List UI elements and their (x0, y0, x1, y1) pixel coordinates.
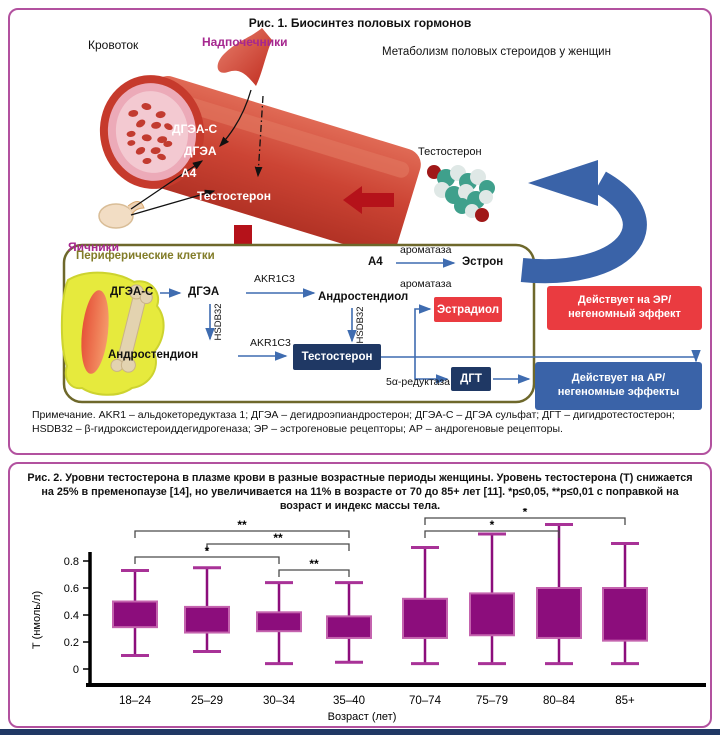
x-tick-label: 35–40 (333, 695, 365, 707)
y-tick-label: 0.4 (64, 610, 79, 622)
significance-bracket (424, 517, 626, 525)
er-action-box: Действует на ЭР/негеномный эффект (547, 286, 702, 330)
blood-vessel-illustration (99, 75, 421, 256)
x-tick-label: 70–74 (409, 695, 442, 707)
testosterone-chip: Тестостерон (293, 344, 381, 370)
significance-label: * (205, 544, 210, 558)
red-left-arrow (343, 186, 394, 214)
box-25–29 (184, 605, 230, 634)
hsdb32-label-2: HSDB32 (355, 307, 366, 344)
bloodflow-label: Кровоток (88, 38, 139, 52)
dht-chip: ДГТ (451, 367, 491, 391)
blood-cells (126, 103, 173, 165)
vessel-testosterone-label: Тестостерон (197, 189, 271, 203)
x-tick-label: 30–34 (263, 695, 296, 707)
dhea-node: ДГЭА (188, 286, 220, 298)
significance-label: ** (237, 518, 247, 532)
aromatase-label-1: ароматаза (400, 244, 452, 256)
vessel-opening (99, 75, 205, 189)
significance-label: ** (273, 531, 283, 545)
y-tick-label: 0.6 (64, 583, 79, 595)
testosterone-boxplot-chart: 0 0.2 0.4 0.6 0.8 Т (нмоль/л) 18–24 25–29 30–34 3… (31, 508, 706, 723)
box-80–84 (536, 587, 582, 639)
pathway-arrows (160, 258, 701, 384)
significance-bracket (278, 569, 350, 577)
akr1c3-label-2: AKR1C3 (250, 337, 291, 349)
x-tick-label: 18–24 (119, 695, 152, 707)
significance-label: ** (309, 557, 319, 571)
y-tick-label: 0.8 (64, 556, 79, 568)
figure1-title: Рис. 1. Биосинтез половых гормонов (248, 16, 472, 30)
androstenedione-node: Андростендион (108, 349, 199, 361)
ovaries-label: Яичники (68, 240, 119, 254)
significance-bracket (206, 543, 350, 551)
estrone-node: Эстрон (462, 256, 504, 268)
peripheral-cells-title: Периферические клетки (76, 250, 215, 262)
box-75–79 (469, 592, 515, 637)
vessel-dheas-label: ДГЭА-С (172, 122, 218, 136)
secretion-arrows (130, 89, 264, 216)
molecule-label: Тестостерон (418, 146, 482, 158)
bottom-blue-bar (0, 729, 720, 735)
reductase-label: 5α-редуктаза (386, 376, 451, 388)
vessel-dhea-label: ДГЭА (184, 144, 217, 158)
figure2-caption: Рис. 2. Уровни тестостерона в плазме кро… (27, 472, 693, 513)
metabolism-label: Метаболизм половых стероидов у женщин (382, 46, 611, 58)
ar-action-box: Действует на АР/негеномные эффекты (535, 362, 702, 410)
box-30–34 (256, 611, 302, 633)
x-tick-label: 85+ (615, 695, 635, 707)
figure1-note: Примечание. AKR1 – альдокеторедуктаза 1;… (32, 409, 675, 436)
androstenediol-node: Андростендиол (318, 291, 409, 303)
significance-bracket (424, 530, 560, 538)
muscle-bone-icon (60, 271, 165, 396)
estradiol-chip: Эстрадиол (434, 297, 502, 322)
ovary-icon (98, 201, 145, 229)
x-axis-title: Возраст (лет) (328, 711, 397, 723)
box-85+ (602, 587, 648, 642)
x-tick-label: 80–84 (543, 695, 576, 707)
x-tick-label: 25–29 (191, 695, 223, 707)
box-70–74 (402, 597, 448, 639)
dheas-node: ДГЭА-С (110, 286, 154, 298)
y-axis-title: Т (нмоль/л) (31, 591, 43, 649)
adrenal-gland-icon (217, 28, 272, 86)
significance-label: * (523, 508, 528, 519)
x-tick-label: 75–79 (476, 695, 508, 707)
figure2-panel: Рис. 2. Уровни тестостерона в плазме кро… (8, 462, 712, 728)
blue-curved-arrow (520, 160, 647, 284)
hormone-biosynthesis-diagram: HSDB32 HSDB32 (60, 28, 701, 404)
significance-bracket (134, 530, 350, 538)
box-35–40 (326, 615, 372, 639)
akr1c3-label-1: AKR1C3 (254, 273, 295, 285)
testosterone-molecule-icon (427, 165, 495, 222)
significance-label: * (490, 518, 495, 532)
hsdb32-label-1: HSDB32 (213, 304, 224, 341)
y-tick-label: 0.2 (64, 637, 79, 649)
aromatase-label-2: ароматаза (400, 278, 452, 290)
vessel-a4-label: А4 (181, 166, 197, 180)
significance-bracket (134, 556, 280, 564)
box-18–24 (112, 600, 158, 629)
figure1-panel: HSDB32 HSDB32 Рис. 1. Биосинтез половых … (8, 8, 712, 455)
a4-node: А4 (368, 256, 383, 268)
y-tick-label: 0 (73, 664, 79, 676)
adrenals-label: Надпочечники (202, 35, 288, 49)
